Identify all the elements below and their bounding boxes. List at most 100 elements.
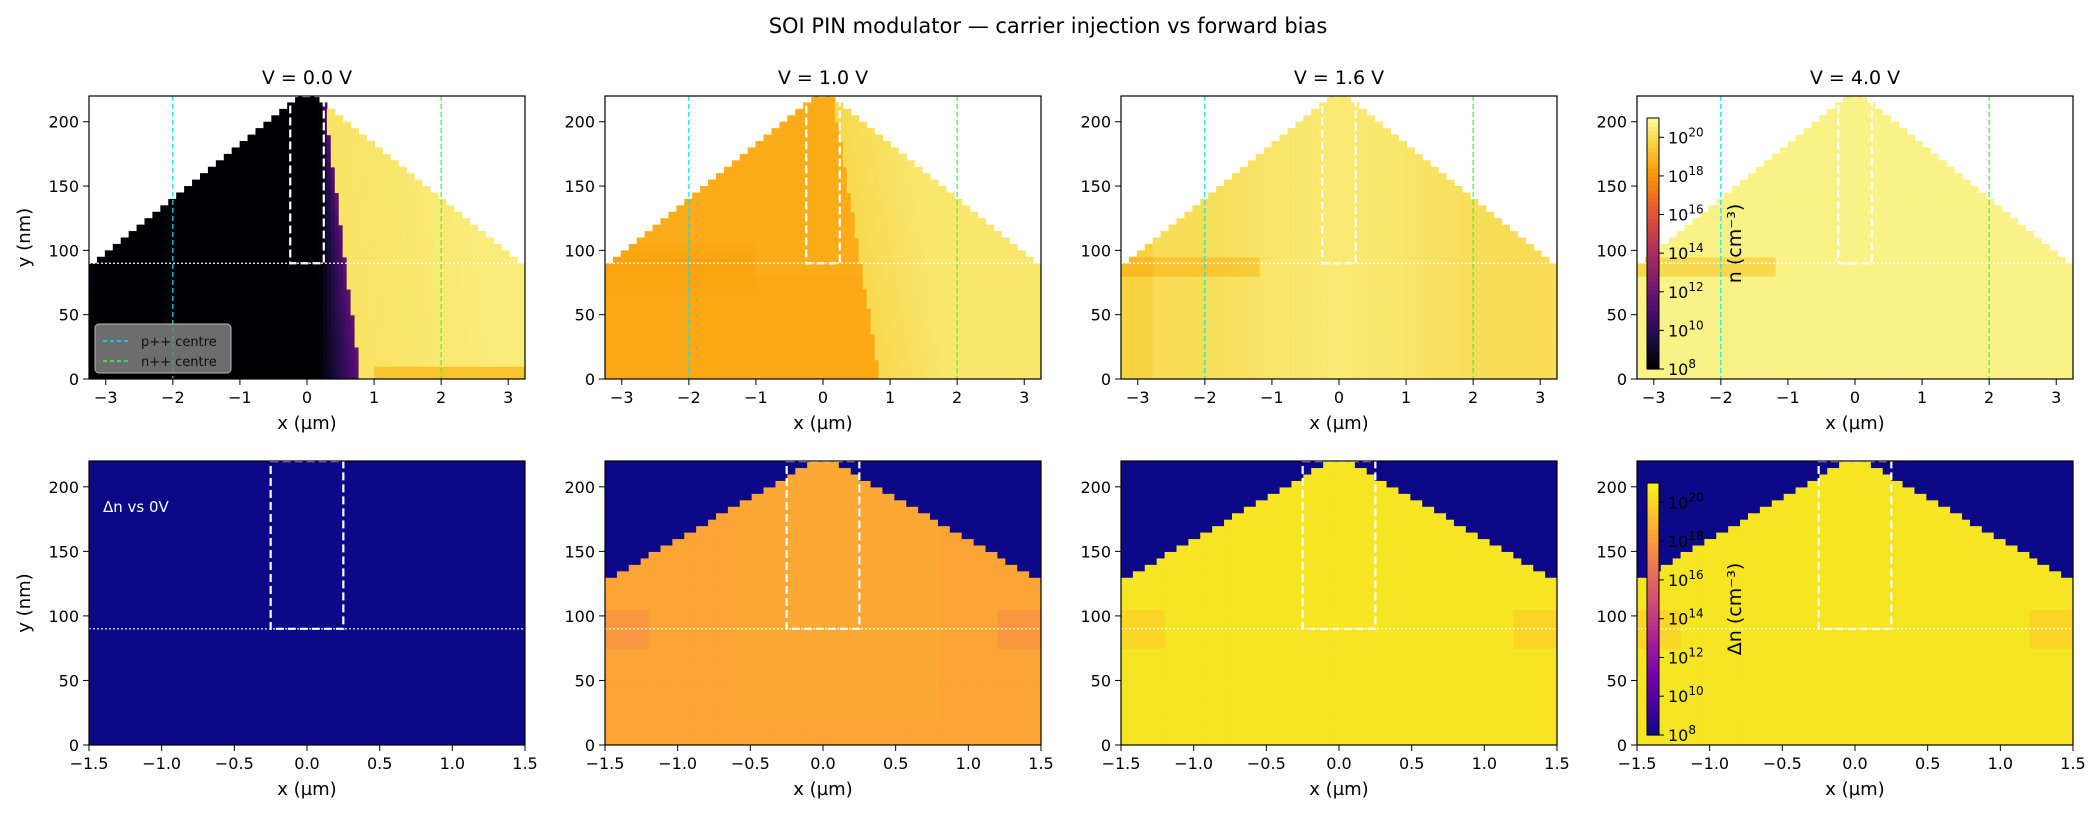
heatmap-cell bbox=[366, 250, 372, 258]
heatmap-cell bbox=[394, 198, 399, 206]
heatmap-cell bbox=[485, 353, 490, 361]
heatmap-cell bbox=[676, 276, 681, 284]
heatmap-cell bbox=[433, 366, 439, 374]
heatmap-cell bbox=[112, 308, 118, 316]
heatmap-cell bbox=[263, 314, 268, 322]
heatmap-cell bbox=[303, 192, 308, 200]
heatmap-cell bbox=[291, 205, 296, 213]
heatmap-cell bbox=[747, 198, 753, 206]
heatmap-cell bbox=[362, 301, 368, 309]
heatmap-cell bbox=[414, 243, 419, 251]
heatmap-cell bbox=[481, 237, 486, 245]
heatmap-cell bbox=[342, 211, 348, 219]
heatmap-cell bbox=[307, 96, 312, 104]
heatmap-cell bbox=[767, 237, 773, 245]
heatmap-cell bbox=[795, 211, 800, 219]
heatmap-cell bbox=[680, 205, 685, 213]
heatmap-cell bbox=[739, 160, 745, 168]
heatmap-cell bbox=[310, 237, 316, 245]
heatmap-cell bbox=[437, 218, 443, 226]
heatmap-cell bbox=[779, 256, 784, 264]
heatmap-cell bbox=[255, 366, 261, 374]
heatmap-cell bbox=[342, 301, 348, 309]
heatmap-cell bbox=[779, 359, 784, 367]
heatmap-cell bbox=[338, 314, 344, 322]
heatmap-cell bbox=[676, 269, 681, 277]
heatmap-cell bbox=[330, 198, 336, 206]
heatmap-cell bbox=[684, 276, 689, 284]
heatmap-cell bbox=[378, 321, 383, 329]
heatmap-cell bbox=[767, 147, 773, 155]
heatmap-cell bbox=[747, 186, 753, 194]
heatmap-cell bbox=[660, 218, 666, 226]
heatmap-cell bbox=[672, 353, 677, 361]
heatmap-cell bbox=[358, 179, 364, 187]
heatmap-cell bbox=[513, 308, 518, 316]
heatmap-cell bbox=[283, 250, 288, 258]
heatmap-cell bbox=[259, 366, 264, 374]
heatmap-cell bbox=[767, 346, 773, 354]
heatmap-cell bbox=[310, 173, 316, 181]
heatmap-cell bbox=[783, 256, 788, 264]
heatmap-cell bbox=[243, 372, 249, 379]
heatmap-cell bbox=[231, 372, 237, 379]
heatmap-cell bbox=[382, 372, 387, 379]
heatmap-cell bbox=[374, 237, 379, 245]
heatmap-cell bbox=[636, 314, 642, 322]
heatmap-cell bbox=[759, 153, 765, 161]
heatmap-cell bbox=[152, 269, 157, 277]
heatmap-cell bbox=[799, 192, 804, 200]
heatmap-cell bbox=[672, 243, 677, 251]
heatmap-cell bbox=[605, 263, 610, 271]
heatmap-cell bbox=[461, 269, 467, 277]
heatmap-cell bbox=[168, 243, 173, 251]
heatmap-cell bbox=[747, 237, 753, 245]
heatmap-cell bbox=[640, 243, 646, 251]
heatmap-cell bbox=[644, 250, 650, 258]
heatmap-cell bbox=[783, 346, 788, 354]
heatmap-cell bbox=[243, 359, 249, 367]
heatmap-cell bbox=[330, 327, 336, 335]
heatmap-cell bbox=[731, 269, 737, 277]
heatmap-cell bbox=[477, 366, 482, 374]
heatmap-cell bbox=[322, 192, 328, 200]
heatmap-cell bbox=[704, 308, 709, 316]
heatmap-cell bbox=[696, 359, 701, 367]
heatmap-cell bbox=[612, 366, 618, 374]
heatmap-cell bbox=[457, 308, 463, 316]
heatmap-cell bbox=[469, 321, 475, 329]
heatmap-cell bbox=[291, 173, 296, 181]
heatmap-cell bbox=[664, 340, 670, 348]
heatmap-cell bbox=[700, 276, 705, 284]
heatmap-cell bbox=[469, 224, 475, 232]
heatmap-cell bbox=[700, 288, 705, 296]
heatmap-cell bbox=[787, 327, 792, 335]
heatmap-cell bbox=[755, 346, 761, 354]
heatmap-cell bbox=[243, 295, 249, 303]
heatmap-cell bbox=[223, 295, 229, 303]
heatmap-cell bbox=[299, 96, 304, 104]
heatmap-cell bbox=[787, 134, 792, 142]
heatmap-cell bbox=[89, 282, 94, 290]
heatmap-cell bbox=[402, 372, 407, 379]
heatmap-cell bbox=[235, 346, 241, 354]
heatmap-cell bbox=[445, 205, 451, 213]
heatmap-cell bbox=[199, 211, 205, 219]
heatmap-cell bbox=[747, 205, 753, 213]
heatmap-cell bbox=[747, 218, 753, 226]
heatmap-cell bbox=[239, 224, 245, 232]
heatmap-cell bbox=[350, 166, 356, 174]
heatmap-cell bbox=[239, 160, 245, 168]
heatmap-cell bbox=[735, 288, 741, 296]
heatmap-cell bbox=[719, 327, 725, 335]
heatmap-cell bbox=[692, 295, 697, 303]
heatmap-cell bbox=[735, 179, 741, 187]
heatmap-cell bbox=[192, 224, 197, 232]
heatmap-cell bbox=[676, 295, 681, 303]
heatmap-cell bbox=[453, 295, 459, 303]
heatmap-cell bbox=[370, 276, 375, 284]
heatmap-cell bbox=[410, 295, 415, 303]
heatmap-cell bbox=[449, 250, 455, 258]
heatmap-cell bbox=[386, 160, 391, 168]
heatmap-cell bbox=[485, 340, 490, 348]
